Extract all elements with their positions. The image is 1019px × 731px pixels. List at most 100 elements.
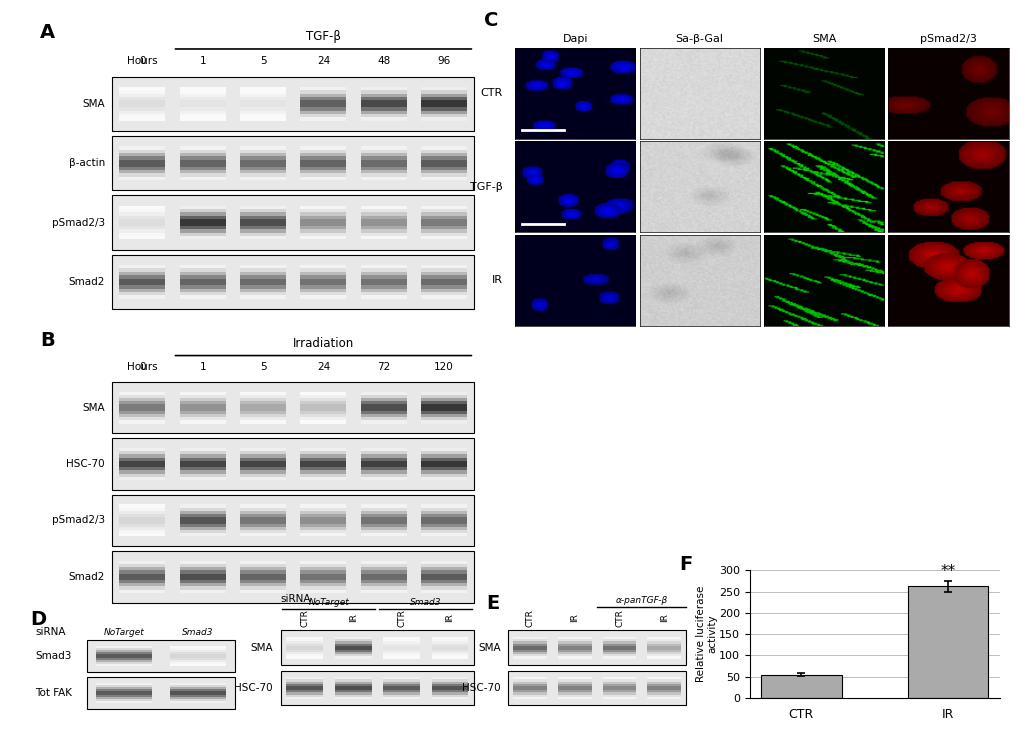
- Bar: [513, 639, 546, 641]
- Bar: [169, 683, 225, 686]
- Text: 0: 0: [139, 362, 146, 371]
- Bar: [239, 574, 285, 577]
- Bar: [383, 639, 420, 641]
- Bar: [421, 533, 467, 537]
- Bar: [239, 530, 285, 533]
- Text: Smad2: Smad2: [68, 572, 105, 582]
- Bar: [301, 167, 346, 170]
- Bar: [383, 637, 420, 639]
- Bar: [119, 464, 165, 467]
- Bar: [431, 637, 468, 639]
- Bar: [647, 639, 681, 641]
- Bar: [169, 694, 225, 695]
- Bar: [421, 574, 467, 577]
- Bar: [119, 474, 165, 477]
- Bar: [421, 411, 467, 414]
- Bar: [361, 146, 407, 150]
- Bar: [239, 114, 285, 117]
- Bar: [286, 692, 323, 694]
- Bar: [421, 564, 467, 567]
- Bar: [119, 167, 165, 170]
- Bar: [119, 150, 165, 153]
- Bar: [361, 461, 407, 464]
- Bar: [513, 688, 546, 690]
- Bar: [557, 681, 591, 683]
- Bar: [119, 104, 165, 107]
- Text: Smad3: Smad3: [35, 651, 71, 662]
- Bar: [96, 660, 152, 662]
- Bar: [96, 648, 152, 651]
- Bar: [179, 530, 225, 533]
- Bar: [383, 654, 420, 656]
- Bar: [421, 458, 467, 461]
- Bar: [421, 153, 467, 156]
- Bar: [421, 209, 467, 213]
- Bar: [286, 688, 323, 690]
- Bar: [239, 110, 285, 114]
- Bar: [647, 690, 681, 692]
- Bar: [239, 461, 285, 464]
- Bar: [557, 654, 591, 656]
- Bar: [334, 654, 371, 656]
- Bar: [179, 282, 225, 285]
- Bar: [301, 94, 346, 97]
- Bar: [361, 230, 407, 232]
- Bar: [239, 213, 285, 216]
- Bar: [119, 160, 165, 163]
- Bar: [301, 570, 346, 574]
- Bar: [513, 648, 546, 650]
- Bar: [239, 87, 285, 91]
- Bar: [513, 645, 546, 648]
- Bar: [421, 177, 467, 180]
- Y-axis label: Relative luciferase
activity: Relative luciferase activity: [695, 586, 716, 682]
- Bar: [421, 275, 467, 279]
- Bar: [239, 153, 285, 156]
- Bar: [602, 683, 636, 686]
- Bar: [179, 268, 225, 272]
- Bar: [286, 654, 323, 656]
- Bar: [179, 520, 225, 523]
- Bar: [169, 654, 225, 656]
- Bar: [179, 414, 225, 417]
- Bar: [513, 683, 546, 686]
- Bar: [421, 404, 467, 408]
- Bar: [602, 686, 636, 688]
- Bar: [513, 643, 546, 645]
- Bar: [421, 114, 467, 117]
- Bar: [119, 583, 165, 586]
- Bar: [301, 292, 346, 295]
- Bar: [239, 117, 285, 121]
- Bar: [286, 643, 323, 645]
- Bar: [361, 216, 407, 219]
- Bar: [361, 570, 407, 574]
- Text: NoTarget: NoTarget: [103, 627, 144, 637]
- Bar: [431, 639, 468, 641]
- Bar: [301, 411, 346, 414]
- Bar: [179, 564, 225, 567]
- Bar: [513, 656, 546, 659]
- Bar: [119, 507, 165, 511]
- Bar: [301, 295, 346, 299]
- Bar: [334, 681, 371, 683]
- Bar: [119, 561, 165, 564]
- Bar: [119, 504, 165, 507]
- Bar: [119, 570, 165, 574]
- Bar: [383, 652, 420, 654]
- Bar: [361, 292, 407, 295]
- Bar: [119, 520, 165, 523]
- Bar: [513, 694, 546, 697]
- Bar: [421, 448, 467, 451]
- Bar: [513, 690, 546, 692]
- Bar: [179, 511, 225, 514]
- Bar: [239, 408, 285, 411]
- Bar: [334, 678, 371, 679]
- Bar: [179, 455, 225, 458]
- Bar: [361, 477, 407, 480]
- Text: IR: IR: [445, 613, 454, 622]
- Text: siRNA: siRNA: [35, 627, 65, 637]
- Bar: [301, 417, 346, 420]
- Bar: [301, 170, 346, 173]
- Bar: [119, 411, 165, 414]
- Bar: [239, 514, 285, 518]
- Bar: [286, 650, 323, 652]
